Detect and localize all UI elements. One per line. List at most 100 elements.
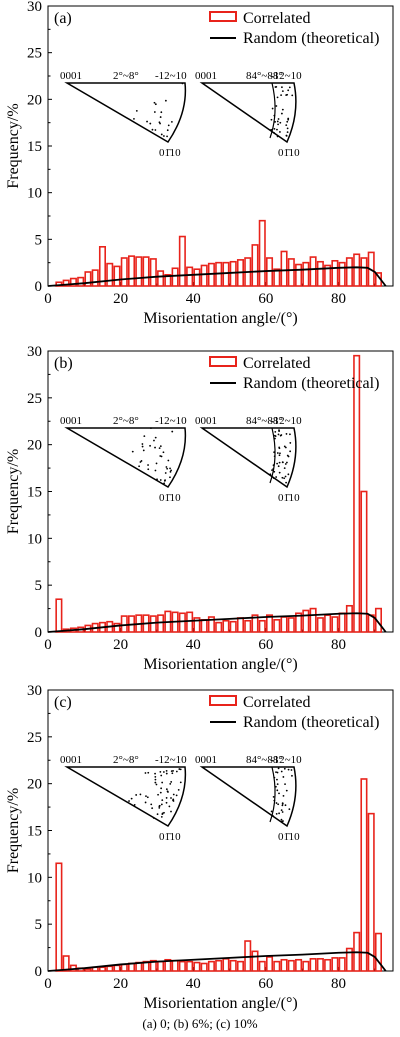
plot-frame <box>47 350 394 633</box>
ipf-dot <box>154 469 157 472</box>
bar <box>215 621 223 633</box>
ipf-dot <box>133 803 136 806</box>
x-tick-label: 0 <box>44 976 52 992</box>
y-tick-label: 10 <box>27 870 42 886</box>
bar <box>324 264 332 287</box>
ipf-dot <box>274 435 277 438</box>
ipf-dot <box>281 108 284 111</box>
bar <box>164 958 172 972</box>
ipf-dot <box>280 112 283 115</box>
ipf-label-angle-range: 84°~88° <box>246 415 283 427</box>
ipf-inner-arc <box>269 766 276 823</box>
legend-label-random: Random (theoretical) <box>243 30 379 47</box>
ipf-dot <box>164 99 167 102</box>
ipf-dot <box>167 459 170 462</box>
ipf-dot <box>165 772 168 775</box>
ipf-dot <box>178 768 181 770</box>
ipf-dot <box>159 122 161 125</box>
ipf-dot <box>276 778 278 781</box>
legend-label-correlated: Correlated <box>243 694 311 711</box>
ipf-dot <box>271 107 274 110</box>
bar <box>186 266 194 287</box>
y-tick-label: 30 <box>27 0 42 15</box>
bar <box>338 957 346 972</box>
bar <box>273 268 281 287</box>
x-axis-label: Misorientation angle/(°) <box>143 995 297 1012</box>
bar <box>69 277 77 287</box>
ipf-inset-2: 0001 84°~88°-12~10 01̄10 <box>195 70 302 159</box>
bar <box>331 957 339 972</box>
ipf-label-0001: 0001 <box>195 754 217 766</box>
chart-panel-2: 0 5 10 15 20 25 30 0 20 40 60 80 Misorientation angl… <box>5 344 394 673</box>
ipf-dot <box>283 467 286 470</box>
bar <box>244 619 252 633</box>
ipf-dot <box>172 799 174 801</box>
ipf-dot <box>280 818 283 821</box>
bar <box>200 619 208 633</box>
bar <box>193 961 201 972</box>
bar <box>171 959 179 972</box>
ipf-dot <box>273 455 276 458</box>
ipf-dot <box>274 437 276 440</box>
ipf-dot <box>278 792 280 795</box>
ipf-dot <box>278 812 280 815</box>
bar <box>360 778 368 972</box>
ipf-dot <box>171 430 174 433</box>
random-line <box>47 612 387 633</box>
legend-label-random: Random (theoretical) <box>243 375 379 392</box>
ipf-dot <box>165 788 168 791</box>
ipf-dot <box>281 802 284 805</box>
x-tick-label: 40 <box>186 291 201 307</box>
ipf-label-angle-range: 2°~8° <box>113 70 139 82</box>
y-tick-label: 0 <box>35 279 43 295</box>
ipf-dot <box>283 445 286 448</box>
bar <box>157 270 165 287</box>
ipf-dot <box>172 793 175 796</box>
ipf-dot <box>159 479 162 481</box>
x-tick-label: 0 <box>44 291 52 307</box>
ipf-dot <box>163 811 165 814</box>
ipf-dot <box>144 772 147 774</box>
y-tick-label: 25 <box>27 391 42 407</box>
bar <box>324 614 332 633</box>
y-tick-label: 20 <box>27 777 42 793</box>
ipf-dot <box>154 778 157 781</box>
bar <box>98 966 106 972</box>
legend-label-correlated: Correlated <box>243 355 311 372</box>
bar <box>113 265 121 287</box>
ipf-dot <box>156 478 158 481</box>
bar <box>345 257 353 287</box>
ipf-dot <box>170 469 173 472</box>
chart-panel-1: 0 5 10 15 20 25 30 0 20 40 60 80 Misorientation angl… <box>5 0 394 327</box>
bar <box>374 932 382 972</box>
ipf-dot <box>273 127 276 130</box>
ipf-dot <box>159 445 162 448</box>
bar <box>55 598 63 633</box>
ipf-label-0001: 0001 <box>60 415 82 427</box>
bar <box>207 960 215 972</box>
bar <box>251 950 259 972</box>
ipf-dot <box>289 433 291 436</box>
panel-label: (a) <box>54 10 72 27</box>
bar <box>229 620 237 633</box>
ipf-dot <box>276 771 279 774</box>
ipf-dot <box>177 788 180 791</box>
bar <box>106 965 114 972</box>
ipf-dot <box>149 122 152 125</box>
ipf-label-bottom: 01̄10 <box>278 492 300 504</box>
ipf-dot <box>271 814 274 817</box>
ipf-dot <box>281 86 283 89</box>
y-tick-label: 15 <box>27 139 42 155</box>
y-tick-label: 15 <box>27 485 42 501</box>
ipf-dot <box>169 783 172 785</box>
bar <box>287 959 295 972</box>
ipf-dot <box>276 135 279 138</box>
ipf-dot <box>170 781 173 783</box>
bar <box>273 960 281 972</box>
bar <box>113 622 121 633</box>
ipf-dot <box>149 444 151 447</box>
plot-frame <box>47 5 394 287</box>
ipf-dot <box>286 120 289 123</box>
ipf-dot <box>142 449 145 452</box>
